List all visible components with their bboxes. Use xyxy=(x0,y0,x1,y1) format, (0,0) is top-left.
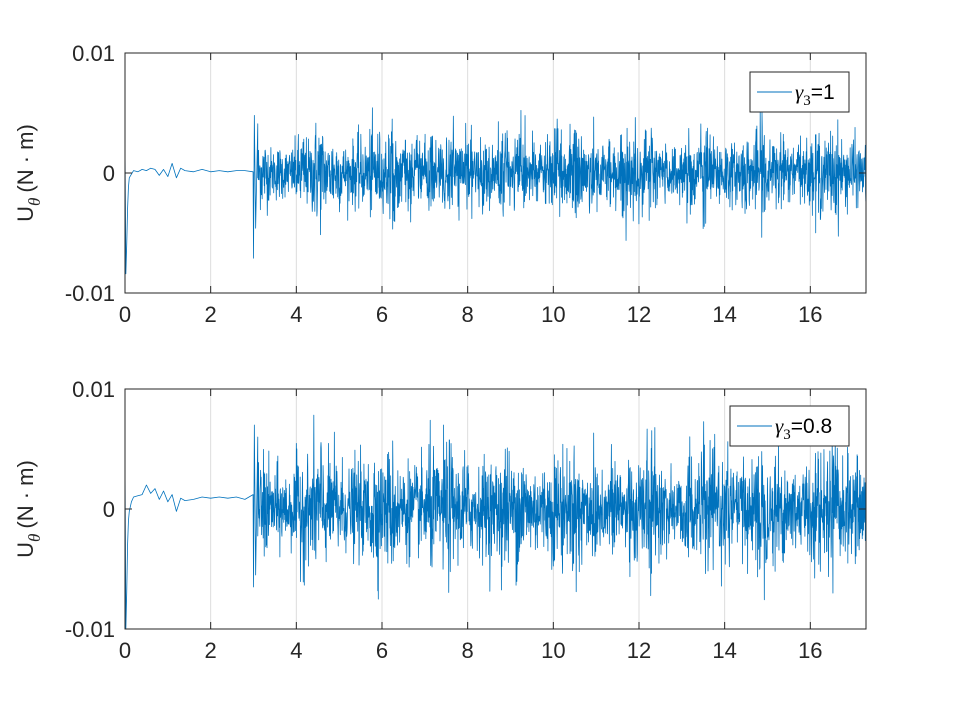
x-tick-label: 4 xyxy=(290,638,302,663)
y-axis-ticks: -0.01 0 0.01 xyxy=(65,41,866,306)
x-tick-label: 8 xyxy=(462,302,474,327)
series-lines xyxy=(125,107,866,275)
y-axis-label: Uθ (N · m) xyxy=(13,124,44,222)
x-axis-ticks: 0 2 4 6 8 10 12 14 16 xyxy=(119,389,823,663)
y-tick-label: -0.01 xyxy=(65,617,115,642)
legend-rest: =1 xyxy=(811,81,835,104)
x-tick-label: 6 xyxy=(376,638,388,663)
x-tick-label: 8 xyxy=(462,638,474,663)
legend-entry: γ3=1 xyxy=(795,80,835,109)
x-tick-label: 12 xyxy=(627,638,651,663)
x-tick-label: 6 xyxy=(376,302,388,327)
y-axis-label-sub: θ xyxy=(25,198,44,206)
series-line xyxy=(125,107,866,275)
x-tick-label: 12 xyxy=(627,302,651,327)
legend-entry: γ3=0.8 xyxy=(775,414,832,443)
legend-subscript: 3 xyxy=(803,93,811,109)
y-tick-label: 0 xyxy=(103,497,115,522)
y-tick-label: 0.01 xyxy=(72,377,115,402)
legend: γ3=0.8 xyxy=(729,405,850,447)
x-tick-label: 10 xyxy=(541,302,565,327)
y-axis-label-unit: (N · m) xyxy=(13,460,38,528)
x-tick-label: 2 xyxy=(205,302,217,327)
x-tick-label: 2 xyxy=(205,638,217,663)
y-tick-label: 0.01 xyxy=(72,41,115,66)
y-tick-label: 0 xyxy=(103,161,115,186)
y-axis-label-sub: θ xyxy=(25,534,44,542)
x-tick-label: 14 xyxy=(712,638,736,663)
y-axis-ticks: -0.01 0 0.01 xyxy=(65,377,866,642)
y-axis-label-main: U xyxy=(13,206,38,222)
x-tick-label: 10 xyxy=(541,638,565,663)
legend: γ3=1 xyxy=(749,71,850,113)
y-tick-label: -0.01 xyxy=(65,281,115,306)
x-tick-label: 4 xyxy=(290,302,302,327)
legend-symbol: γ xyxy=(775,414,784,438)
x-tick-label: 14 xyxy=(712,302,736,327)
legend-symbol: γ xyxy=(795,80,804,104)
y-axis-label-main: U xyxy=(13,542,38,558)
y-axis-label-unit: (N · m) xyxy=(13,124,38,192)
legend-rest: =0.8 xyxy=(791,415,832,438)
x-tick-label: 16 xyxy=(798,638,822,663)
x-tick-label: 0 xyxy=(119,302,131,327)
series-lines xyxy=(125,414,866,629)
x-tick-label: 0 xyxy=(119,638,131,663)
legend-subscript: 3 xyxy=(783,427,791,443)
x-tick-label: 16 xyxy=(798,302,822,327)
x-axis-ticks: 0 2 4 6 8 10 12 14 16 xyxy=(119,53,823,327)
y-axis-label: Uθ (N · m) xyxy=(13,460,44,558)
series-line xyxy=(125,414,866,629)
